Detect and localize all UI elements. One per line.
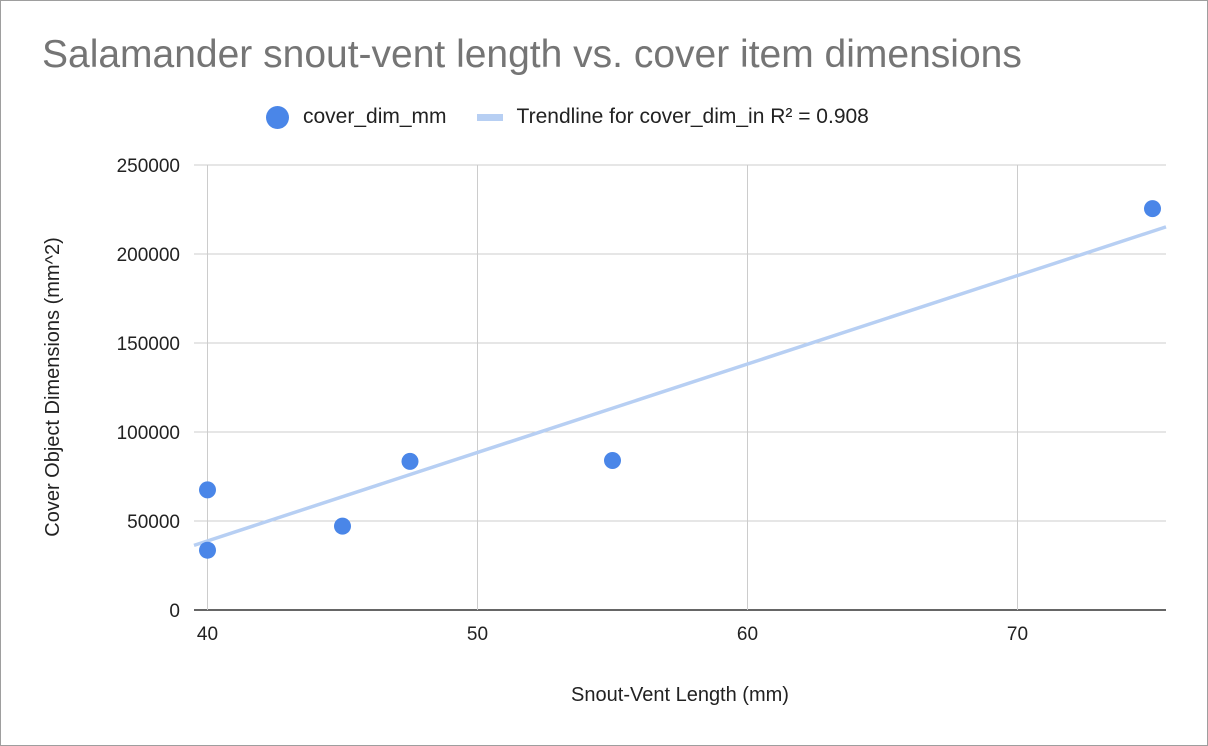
- y-tick-label: 150000: [117, 334, 180, 355]
- data-point: [199, 481, 216, 499]
- trendline: [193, 225, 1167, 548]
- data-point: [199, 541, 216, 559]
- chart-title: Salamander snout-vent length vs. cover i…: [42, 33, 1022, 76]
- y-tick-label: 200000: [117, 245, 180, 266]
- legend-item-series[interactable]: cover_dim_mm: [266, 105, 447, 129]
- y-tick-label: 250000: [117, 156, 180, 177]
- legend-trendline-label: Trendline for cover_dim_in R² = 0.908: [516, 105, 869, 128]
- data-point: [334, 517, 351, 535]
- data-points: [199, 200, 1161, 559]
- legend-trendline-marker-icon: [476, 113, 503, 121]
- gridlines: [194, 164, 1166, 611]
- tick-labels: 0 50000 100000 150000 200000 250000 40 50 60 70: [117, 156, 1028, 645]
- y-tick-label: 50000: [127, 512, 180, 533]
- x-tick-label: 70: [1007, 624, 1028, 645]
- x-tick-label: 50: [467, 624, 488, 645]
- x-axis-title: Snout-Vent Length (mm): [571, 684, 789, 706]
- data-point: [604, 451, 621, 469]
- x-tick-label: 40: [197, 624, 218, 645]
- data-point: [401, 452, 419, 470]
- y-tick-label: 100000: [117, 423, 180, 444]
- x-tick-label: 60: [737, 624, 758, 645]
- legend-series-label: cover_dim_mm: [303, 105, 447, 128]
- y-axis-title: Cover Object Dimensions (mm^2): [42, 237, 64, 536]
- legend-series-marker-icon: [266, 105, 289, 129]
- data-point: [1144, 200, 1161, 218]
- legend[interactable]: cover_dim_mm Trendline for cover_dim_in …: [266, 102, 899, 132]
- legend-item-trendline[interactable]: Trendline for cover_dim_in R² = 0.908: [476, 105, 869, 129]
- trendline-layer: [193, 225, 1167, 548]
- y-tick-label: 0: [169, 601, 180, 622]
